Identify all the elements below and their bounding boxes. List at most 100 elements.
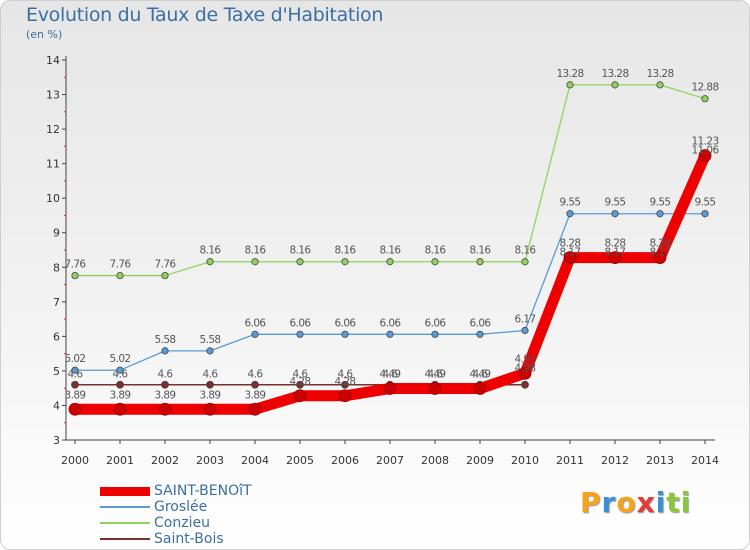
data-label: 13.28 <box>646 68 673 80</box>
data-label: 4.6 <box>248 369 264 381</box>
data-label: 4.6 <box>158 369 174 381</box>
data-label: 5.02 <box>65 353 86 365</box>
data-label: 6.06 <box>245 317 267 329</box>
data-label: 12.88 <box>691 82 718 94</box>
x-tick-label: 2014 <box>691 454 719 467</box>
data-point <box>563 251 577 265</box>
data-label: 6.06 <box>290 317 312 329</box>
data-label: 9.55 <box>560 197 581 209</box>
legend-swatch-saint-benoit <box>100 487 150 496</box>
data-label: 8.28 <box>650 238 671 250</box>
data-label: 6.06 <box>425 317 447 329</box>
data-label: 11.06 <box>691 145 719 157</box>
data-point <box>383 382 397 395</box>
data-label: 8.17 <box>605 247 626 259</box>
data-label: 6.06 <box>380 317 402 329</box>
data-label: 8.16 <box>335 245 357 257</box>
data-point <box>431 330 439 338</box>
legend-swatch-groslee <box>100 506 150 508</box>
data-label: 4.6 <box>338 369 354 381</box>
x-tick-label: 2004 <box>241 454 269 467</box>
y-tick-label: 11 <box>46 158 60 171</box>
data-point <box>608 251 622 265</box>
data-point <box>251 380 259 389</box>
x-tick-label: 2009 <box>466 454 494 467</box>
x-tick-label: 2008 <box>421 454 449 467</box>
x-tick-label: 2006 <box>331 454 359 467</box>
data-label: 4.28 <box>290 376 311 388</box>
x-tick-label: 2005 <box>286 454 314 467</box>
data-point <box>476 330 484 338</box>
data-point <box>701 95 709 103</box>
data-label: 5.58 <box>200 334 221 346</box>
data-label: 8.16 <box>245 245 267 257</box>
data-label: 8.16 <box>425 245 447 257</box>
data-label: 5.02 <box>110 353 131 365</box>
data-point <box>116 366 124 374</box>
data-label: 4.6 <box>113 369 129 381</box>
data-point <box>338 389 352 403</box>
data-label: 4.93 <box>515 353 536 365</box>
y-tick-label: 5 <box>53 365 60 378</box>
legend-swatch-conzieu <box>100 522 150 524</box>
data-point <box>296 258 304 266</box>
data-point <box>251 330 259 338</box>
y-tick-label: 6 <box>53 330 60 343</box>
data-point <box>566 81 574 89</box>
data-point <box>251 258 259 266</box>
data-label: 8.17 <box>650 247 671 259</box>
data-label: 8.17 <box>560 247 581 259</box>
data-point <box>656 81 664 89</box>
data-label: 8.16 <box>515 245 537 257</box>
x-tick-label: 2001 <box>106 454 134 467</box>
data-point <box>116 380 124 389</box>
chart-subtitle: (en %) <box>26 28 63 41</box>
data-point <box>566 210 574 218</box>
logo-letter: i <box>655 486 667 519</box>
data-label: 3.89 <box>200 389 221 401</box>
data-point <box>158 402 172 416</box>
data-point <box>521 380 529 389</box>
data-label: 4.6 <box>68 369 84 381</box>
data-label: 3.89 <box>245 389 266 401</box>
data-point <box>611 81 619 89</box>
data-label: 13.28 <box>601 68 628 80</box>
data-point <box>476 258 484 266</box>
data-label: 11.23 <box>691 136 718 148</box>
data-point <box>518 366 532 380</box>
data-point <box>161 347 169 355</box>
data-point <box>701 210 709 218</box>
data-point <box>296 380 304 389</box>
data-label: 13.28 <box>556 68 583 80</box>
data-point <box>68 402 82 416</box>
data-point <box>296 330 304 338</box>
data-label: 9.55 <box>695 197 716 209</box>
data-point <box>473 382 487 395</box>
data-point <box>203 402 217 416</box>
x-tick-label: 2007 <box>376 454 404 467</box>
data-label: 9.55 <box>605 197 626 209</box>
x-tick-label: 2011 <box>556 454 584 467</box>
y-tick-label: 14 <box>46 54 60 67</box>
data-point <box>71 271 79 280</box>
data-point <box>386 258 394 266</box>
data-label: 4.6 <box>428 369 444 381</box>
x-tick-label: 2002 <box>151 454 179 467</box>
proxiti-logo: Proxiti <box>580 486 691 519</box>
x-tick-label: 2000 <box>61 454 89 467</box>
y-tick-label: 8 <box>53 261 60 274</box>
y-tick-label: 4 <box>53 399 60 412</box>
data-label: 8.16 <box>380 245 402 257</box>
data-point <box>206 258 214 266</box>
y-tick-label: 3 <box>53 434 60 447</box>
data-label: 6.17 <box>515 313 536 325</box>
data-label: 7.76 <box>110 259 132 271</box>
data-label: 8.16 <box>200 245 222 257</box>
x-tick-label: 2013 <box>646 454 674 467</box>
data-point <box>341 380 349 389</box>
data-label: 4.6 <box>383 369 399 381</box>
data-label: 8.16 <box>470 245 492 257</box>
data-label: 6.06 <box>335 317 357 329</box>
chart-title: Evolution du Taux de Taxe d'Habitation <box>26 4 384 26</box>
